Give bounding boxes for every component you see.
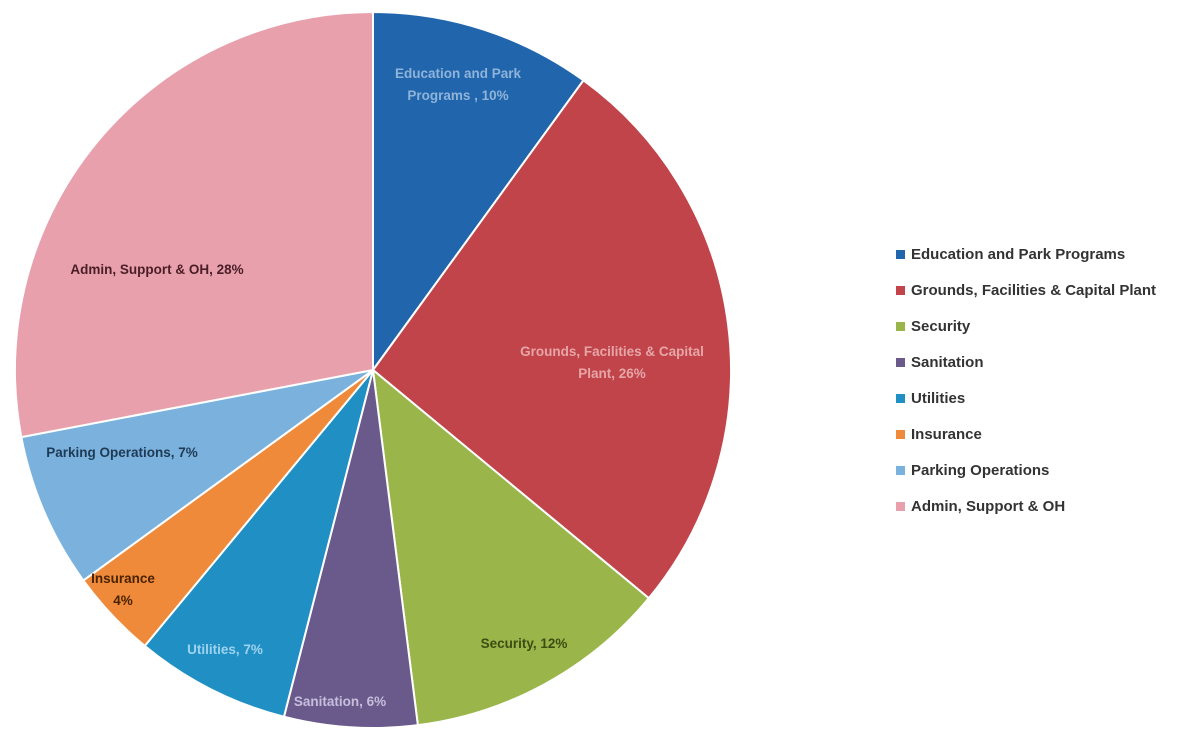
legend-swatch (896, 393, 905, 403)
slice-label: Parking Operations, 7% (46, 445, 198, 460)
pie-slice-admin-support-oh (14, 10, 374, 439)
pie-slice-utilities (143, 369, 374, 718)
slice-label: Admin, Support & OH, 28% (70, 262, 243, 277)
legend-swatch (896, 501, 905, 511)
legend-label: Grounds, Facilities & Capital Plant (911, 281, 1157, 299)
legend-item: Security (896, 308, 1156, 344)
legend-label: Security (911, 317, 971, 335)
slice-label: Insurance 4% (91, 571, 155, 608)
slice-label: Sanitation, 6% (294, 694, 386, 709)
pie-slice-grounds-facilities-capital-plant (371, 78, 732, 600)
pie-slice-education-and-park-programs (372, 10, 585, 374)
legend-swatch (896, 321, 905, 331)
legend-item: Utilities (896, 380, 1156, 416)
legend-swatch (896, 429, 905, 439)
slice-label: Security, 12% (481, 636, 568, 651)
pie-slices (14, 10, 732, 729)
pie-slice-sanitation (282, 369, 419, 729)
legend-item: Grounds, Facilities & Capital Plant (896, 272, 1156, 308)
legend-swatch (896, 465, 905, 475)
legend-item: Sanitation (896, 344, 1156, 380)
legend-label: Insurance (911, 425, 982, 443)
legend-swatch (896, 249, 905, 259)
legend-label: Admin, Support & OH (911, 497, 1066, 515)
legend-swatch (896, 357, 905, 367)
pie-slice-parking-operations (20, 369, 374, 582)
pie-labels: Education and Park Programs , 10% Grounds,… (46, 66, 704, 709)
legend-label: Sanitation (911, 353, 984, 371)
slice-label: Grounds, Facilities & Capital Plant, 26% (520, 344, 704, 381)
legend-item: Admin, Support & OH (896, 488, 1156, 524)
legend-item: Education and Park Programs (896, 236, 1156, 272)
legend-swatch (896, 285, 905, 295)
slice-label: Utilities, 7% (187, 642, 263, 657)
pie-slice-security (371, 367, 651, 727)
legend-item: Parking Operations (896, 452, 1156, 488)
legend-label: Utilities (911, 389, 966, 407)
legend-label: Education and Park Programs (911, 245, 1126, 263)
chart-legend: Education and Park Programs Grounds, Faci… (896, 236, 1156, 524)
legend-item: Insurance (896, 416, 1156, 452)
legend-label: Parking Operations (911, 461, 1050, 479)
slice-label: Education and Park Programs , 10% (395, 66, 522, 103)
